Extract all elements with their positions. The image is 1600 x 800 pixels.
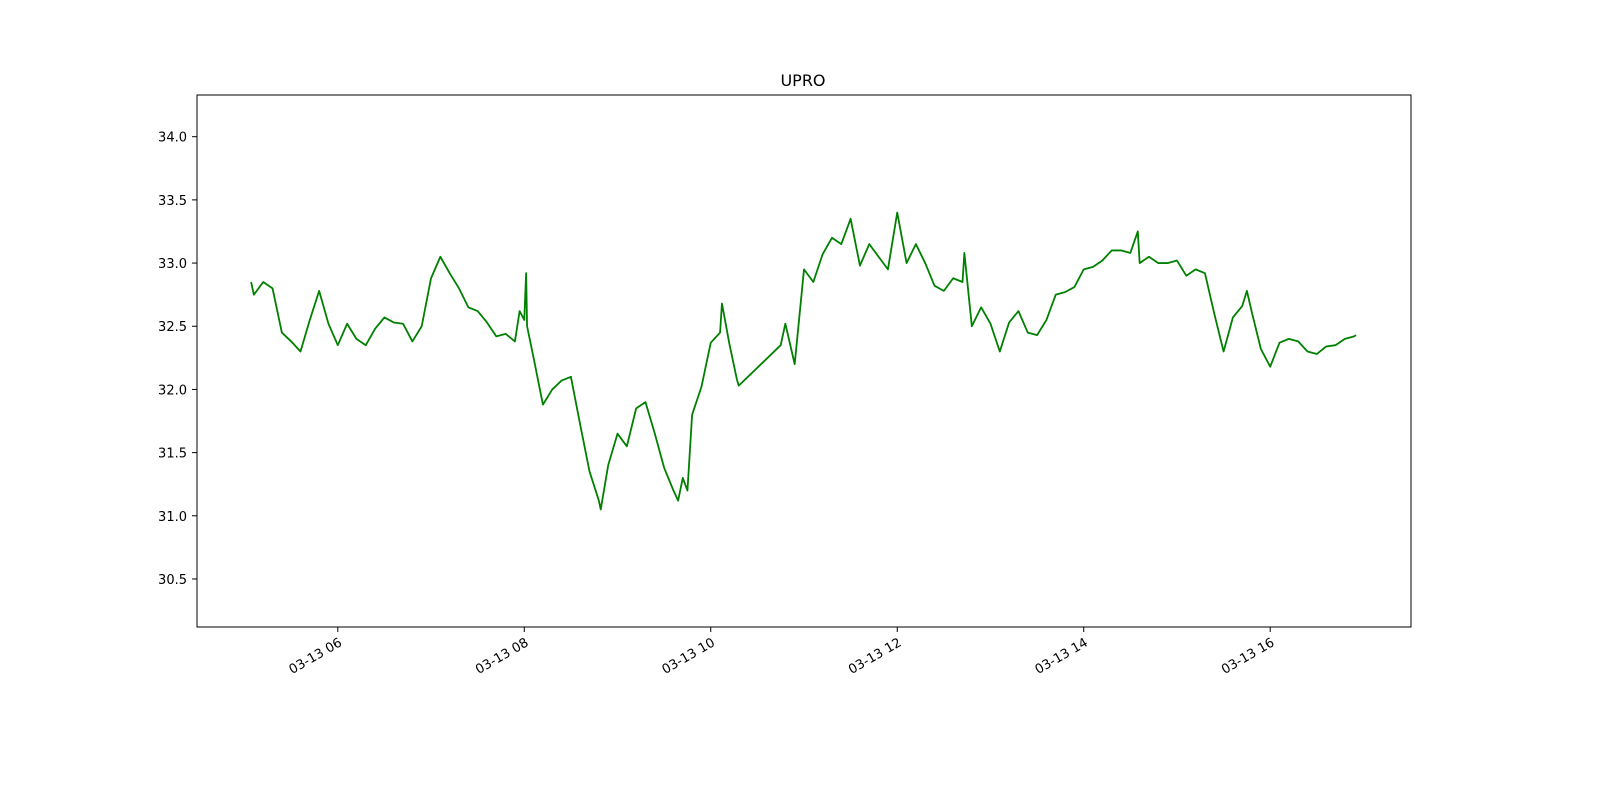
y-tick-label: 31.0	[158, 510, 187, 525]
y-tick-label: 32.5	[158, 320, 187, 335]
y-tick-label: 30.5	[158, 573, 187, 588]
y-tick-label: 31.5	[158, 447, 187, 462]
y-tick-label: 33.0	[158, 257, 187, 272]
axes-frame	[196, 94, 1412, 628]
y-tick-label: 32.0	[158, 383, 187, 398]
y-tick-label: 33.5	[158, 194, 187, 209]
y-tick-label: 34.0	[158, 131, 187, 146]
chart-title: UPRO	[780, 71, 825, 90]
price-line	[250, 211, 1357, 511]
